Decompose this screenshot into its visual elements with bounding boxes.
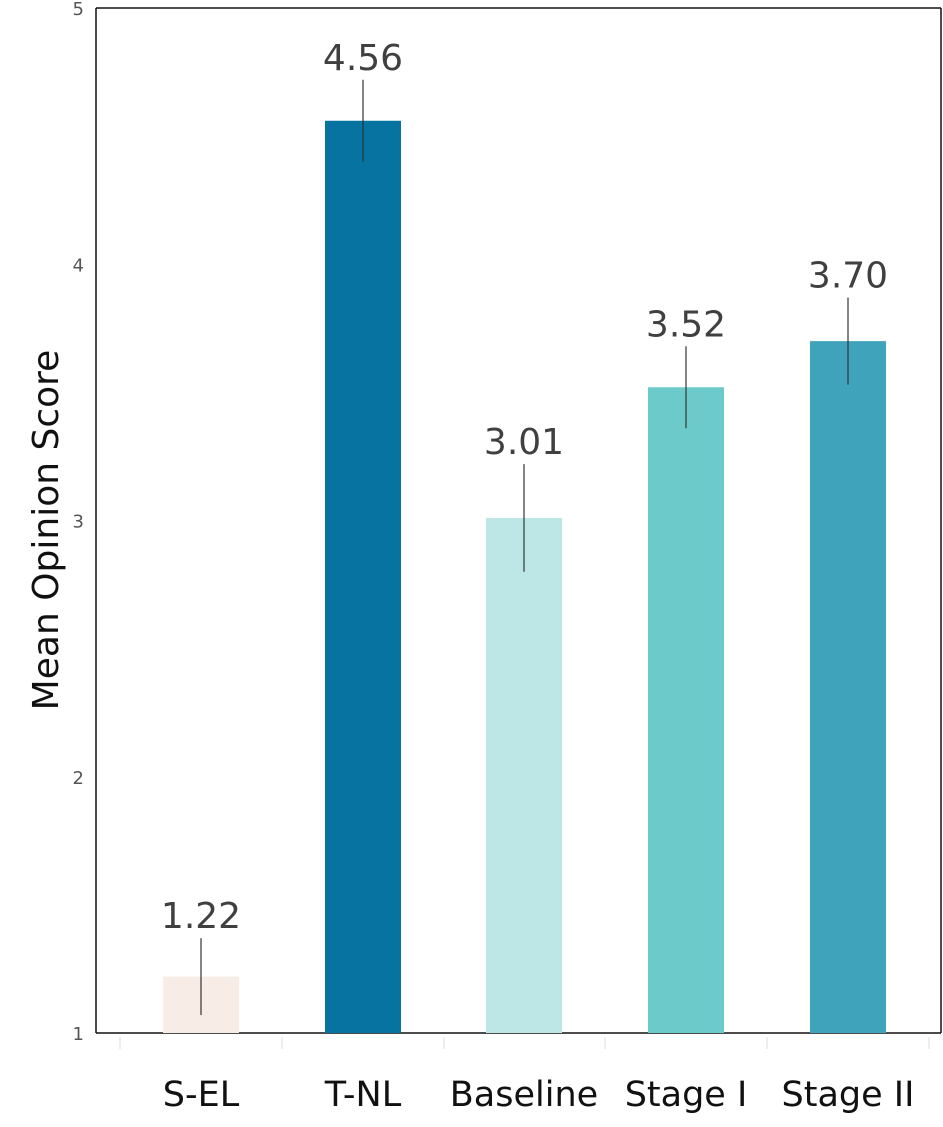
y-axis: 1 2 3 4 5 [73, 0, 84, 1045]
bar [486, 517, 562, 1033]
y-tick-label: 1 [73, 1024, 84, 1045]
y-tick-label: 5 [73, 0, 84, 20]
bar [325, 120, 401, 1033]
x-axis: S-EL T-NL Baseline Stage I Stage II [119, 1037, 930, 1115]
x-tick-label: S-EL [163, 1075, 240, 1115]
y-axis-title: Mean Opinion Score [26, 350, 67, 711]
y-tick-label: 4 [73, 255, 84, 276]
value-labels: 1.22 4.56 3.01 3.52 3.70 [161, 38, 888, 937]
x-tick-label: Stage I [625, 1075, 748, 1115]
bar [810, 341, 886, 1033]
data-label: 3.52 [646, 304, 726, 345]
x-tick-label: Stage II [782, 1075, 915, 1115]
bar [648, 387, 724, 1033]
data-label: 1.22 [161, 896, 241, 937]
x-tick-label: T-NL [324, 1075, 402, 1115]
x-tick-label: Baseline [450, 1075, 598, 1115]
y-tick-label: 2 [73, 768, 84, 789]
data-label: 3.70 [808, 256, 888, 297]
error-bars [200, 79, 849, 1016]
data-label: 3.01 [484, 422, 564, 463]
data-label: 4.56 [323, 38, 403, 79]
bars [163, 120, 886, 1033]
y-tick-label: 3 [73, 512, 84, 533]
